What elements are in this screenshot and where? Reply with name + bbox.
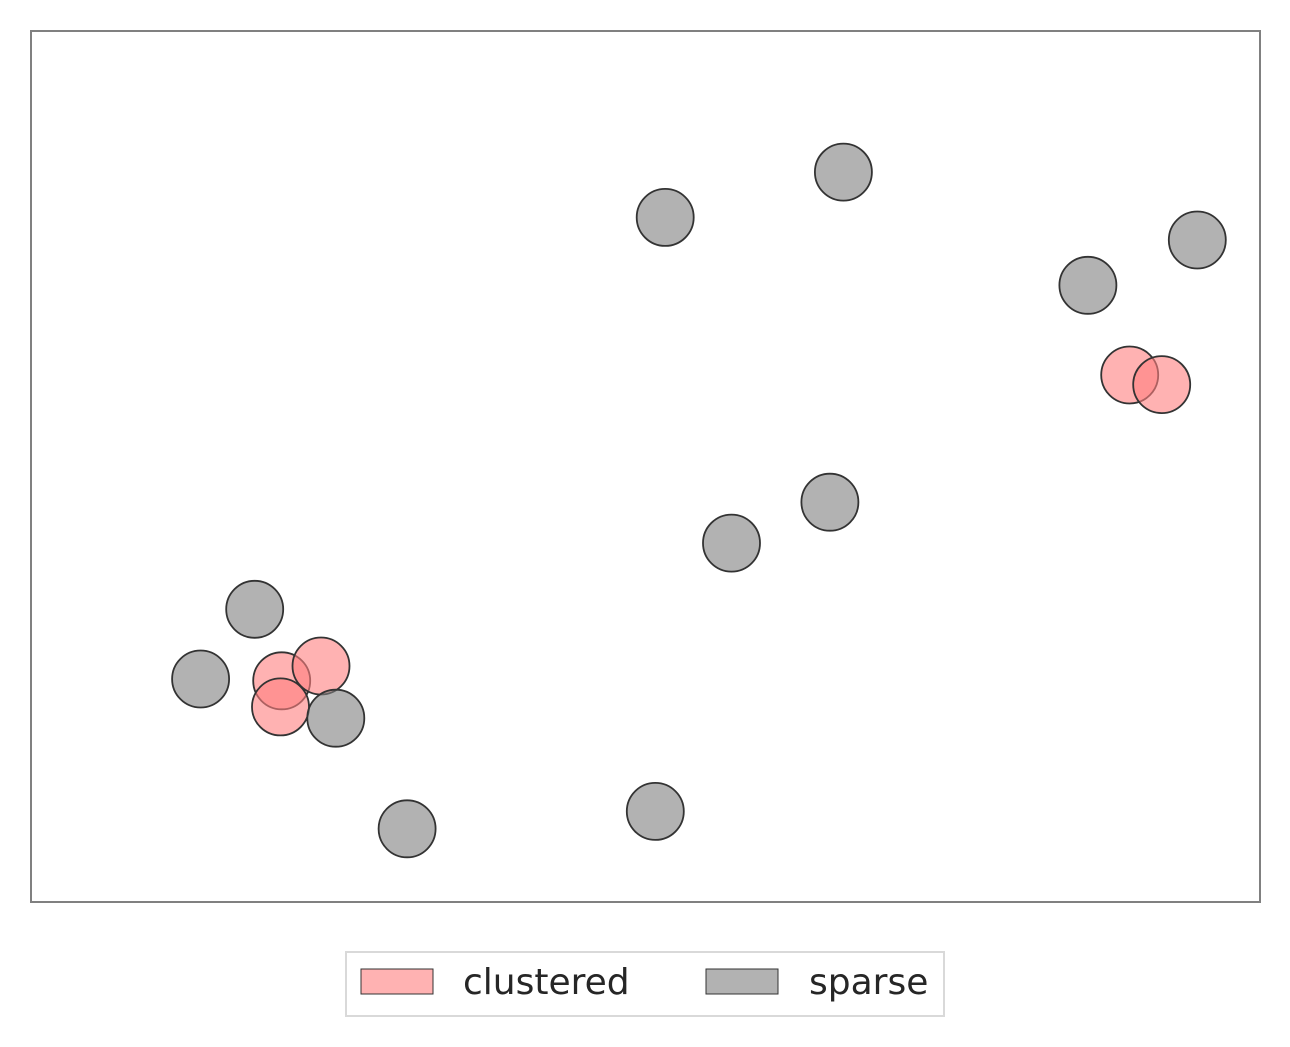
point-sparse-4 — [800, 472, 860, 532]
legend-frame — [345, 951, 945, 1017]
legend-label-sparse: sparse — [809, 962, 928, 1003]
plot-frame — [30, 30, 1261, 903]
legend-swatch-clustered — [360, 968, 434, 995]
points-layer — [171, 142, 1227, 859]
point-sparse-10 — [625, 782, 685, 841]
point-clustered-2 — [251, 677, 310, 737]
legend-label-clustered: clustered — [463, 962, 630, 1003]
point-sparse-6 — [225, 579, 285, 639]
point-clustered-4 — [1132, 355, 1192, 415]
legend: clustered sparse — [345, 951, 945, 1017]
point-sparse-2 — [1167, 210, 1227, 270]
point-sparse-1 — [814, 142, 873, 202]
point-sparse-7 — [171, 649, 231, 709]
point-sparse-5 — [702, 513, 761, 573]
point-sparse-8 — [306, 688, 366, 748]
point-sparse-0 — [635, 187, 695, 247]
point-sparse-3 — [1058, 255, 1118, 315]
point-sparse-9 — [377, 799, 437, 859]
legend-swatch-sparse — [705, 968, 779, 995]
